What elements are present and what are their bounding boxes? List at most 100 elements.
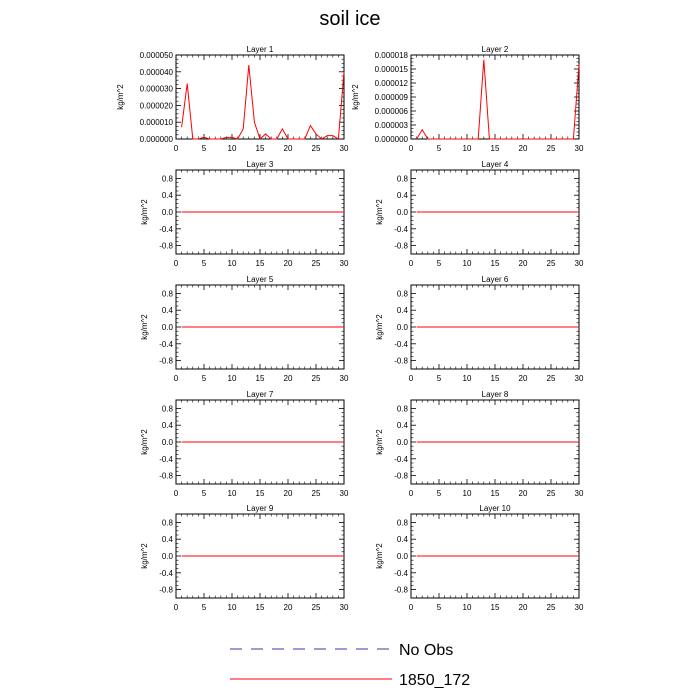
y-tick-label: -0.4: [394, 225, 408, 234]
y-tick-label: 0.000010: [140, 118, 174, 127]
x-tick-label: 25: [547, 489, 556, 498]
x-tick-label: 15: [256, 144, 265, 153]
x-tick-label: 15: [491, 603, 500, 612]
y-tick-label: -0.8: [159, 472, 173, 481]
x-tick-label: 0: [409, 603, 414, 612]
panel-title: Layer 8: [482, 390, 509, 399]
y-tick-label: 0.0: [162, 208, 174, 217]
panel-title: Layer 2: [482, 45, 509, 54]
y-tick-label: -0.4: [159, 569, 173, 578]
x-tick-label: 5: [202, 374, 207, 383]
y-tick-label: 0.000009: [375, 93, 409, 102]
y-axis-label: kg/m^2: [140, 543, 149, 569]
y-tick-label: 0.8: [397, 289, 409, 298]
y-tick-label: 0.4: [397, 421, 409, 430]
x-tick-label: 5: [202, 489, 207, 498]
y-axis-label: kg/m^2: [116, 84, 125, 110]
y-tick-label: 0.000003: [375, 121, 409, 130]
x-tick-label: 30: [340, 489, 349, 498]
y-axis-label: kg/m^2: [140, 199, 149, 225]
y-tick-label: -0.4: [159, 225, 173, 234]
x-tick-label: 25: [547, 374, 556, 383]
x-tick-label: 0: [409, 144, 414, 153]
y-tick-label: 0.000020: [140, 101, 174, 110]
y-tick-label: 0.8: [162, 404, 174, 413]
x-tick-label: 5: [202, 144, 207, 153]
chart-panel-layer-5: Layer 5 kg/m^2 -0.8 -0.4 0.0 0.4 0.8 0 5 10 15 20 25…: [140, 275, 349, 383]
panel-title: Layer 5: [247, 275, 274, 284]
x-tick-label: 10: [228, 603, 237, 612]
y-axis-label: kg/m^2: [375, 543, 384, 569]
x-tick-label: 10: [463, 603, 472, 612]
x-tick-label: 15: [256, 374, 265, 383]
y-tick-label: 0.000040: [140, 68, 174, 77]
x-tick-label: 30: [575, 489, 584, 498]
x-tick-label: 30: [575, 603, 584, 612]
x-tick-label: 25: [547, 259, 556, 268]
x-tick-label: 20: [519, 259, 528, 268]
y-tick-label: 0.000012: [375, 79, 409, 88]
panel-title: Layer 3: [247, 160, 274, 169]
y-tick-label: -0.8: [159, 242, 173, 251]
y-axis-label: kg/m^2: [375, 429, 384, 455]
y-tick-label: 0.000050: [140, 51, 174, 60]
series-line: [181, 65, 345, 140]
x-tick-label: 10: [228, 489, 237, 498]
y-tick-label: 0.000006: [375, 107, 409, 116]
chart-panel-layer-6: Layer 6 kg/m^2 -0.8 -0.4 0.0 0.4 0.8 0 5 10 15 20 25…: [375, 275, 584, 383]
x-tick-label: 0: [174, 374, 179, 383]
x-tick-label: 30: [575, 374, 584, 383]
x-tick-label: 30: [340, 603, 349, 612]
chart-panel-layer-4: Layer 4 kg/m^2 -0.8 -0.4 0.0 0.4 0.8 0 5 10 15 20 25…: [375, 160, 584, 268]
y-tick-label: -0.8: [394, 586, 408, 595]
x-tick-label: 5: [437, 603, 442, 612]
y-tick-label: 0.0: [162, 438, 174, 447]
x-tick-label: 15: [256, 259, 265, 268]
x-tick-label: 20: [519, 489, 528, 498]
x-tick-label: 10: [463, 489, 472, 498]
y-tick-label: 0.4: [162, 421, 174, 430]
y-tick-label: -0.4: [394, 340, 408, 349]
panel-title: Layer 9: [247, 504, 274, 513]
chart-panel-layer-8: Layer 8 kg/m^2 -0.8 -0.4 0.0 0.4 0.8 0 5 10 15 20 25…: [375, 390, 584, 498]
x-tick-label: 30: [340, 144, 349, 153]
y-tick-label: 0.4: [162, 306, 174, 315]
figure-title: soil ice: [319, 8, 381, 30]
y-tick-label: 0.0: [397, 552, 409, 561]
y-tick-label: 0.000030: [140, 85, 174, 94]
y-tick-label: -0.8: [159, 357, 173, 366]
x-tick-label: 10: [228, 259, 237, 268]
x-tick-label: 10: [228, 144, 237, 153]
series-line: [416, 59, 580, 140]
x-tick-label: 20: [284, 259, 293, 268]
x-tick-label: 15: [491, 259, 500, 268]
y-axis-label: kg/m^2: [140, 429, 149, 455]
x-tick-label: 10: [463, 259, 472, 268]
panel-title: Layer 7: [247, 390, 274, 399]
chart-panel-layer-7: Layer 7 kg/m^2 -0.8 -0.4 0.0 0.4 0.8 0 5 10 15 20 25…: [140, 390, 349, 498]
x-tick-label: 30: [340, 259, 349, 268]
x-tick-label: 25: [547, 144, 556, 153]
x-tick-label: 15: [256, 489, 265, 498]
y-tick-label: 0.8: [162, 518, 174, 527]
y-tick-label: 0.4: [397, 191, 409, 200]
y-tick-label: -0.4: [394, 455, 408, 464]
y-tick-label: 0.0: [162, 323, 174, 332]
y-axis-label: kg/m^2: [351, 84, 360, 110]
y-tick-label: 0.0: [397, 323, 409, 332]
y-tick-label: 0.8: [162, 174, 174, 183]
x-tick-label: 5: [202, 603, 207, 612]
x-tick-label: 0: [409, 259, 414, 268]
x-tick-label: 0: [174, 144, 179, 153]
y-tick-label: -0.4: [159, 455, 173, 464]
x-tick-label: 5: [437, 144, 442, 153]
y-tick-label: 0.8: [162, 289, 174, 298]
panel-title: Layer 1: [247, 45, 274, 54]
x-tick-label: 30: [575, 259, 584, 268]
x-tick-label: 0: [174, 603, 179, 612]
y-tick-label: 0.000000: [375, 135, 409, 144]
panel-title: Layer 6: [482, 275, 509, 284]
y-tick-label: 0.4: [397, 535, 409, 544]
x-tick-label: 25: [312, 259, 321, 268]
x-tick-label: 15: [256, 603, 265, 612]
